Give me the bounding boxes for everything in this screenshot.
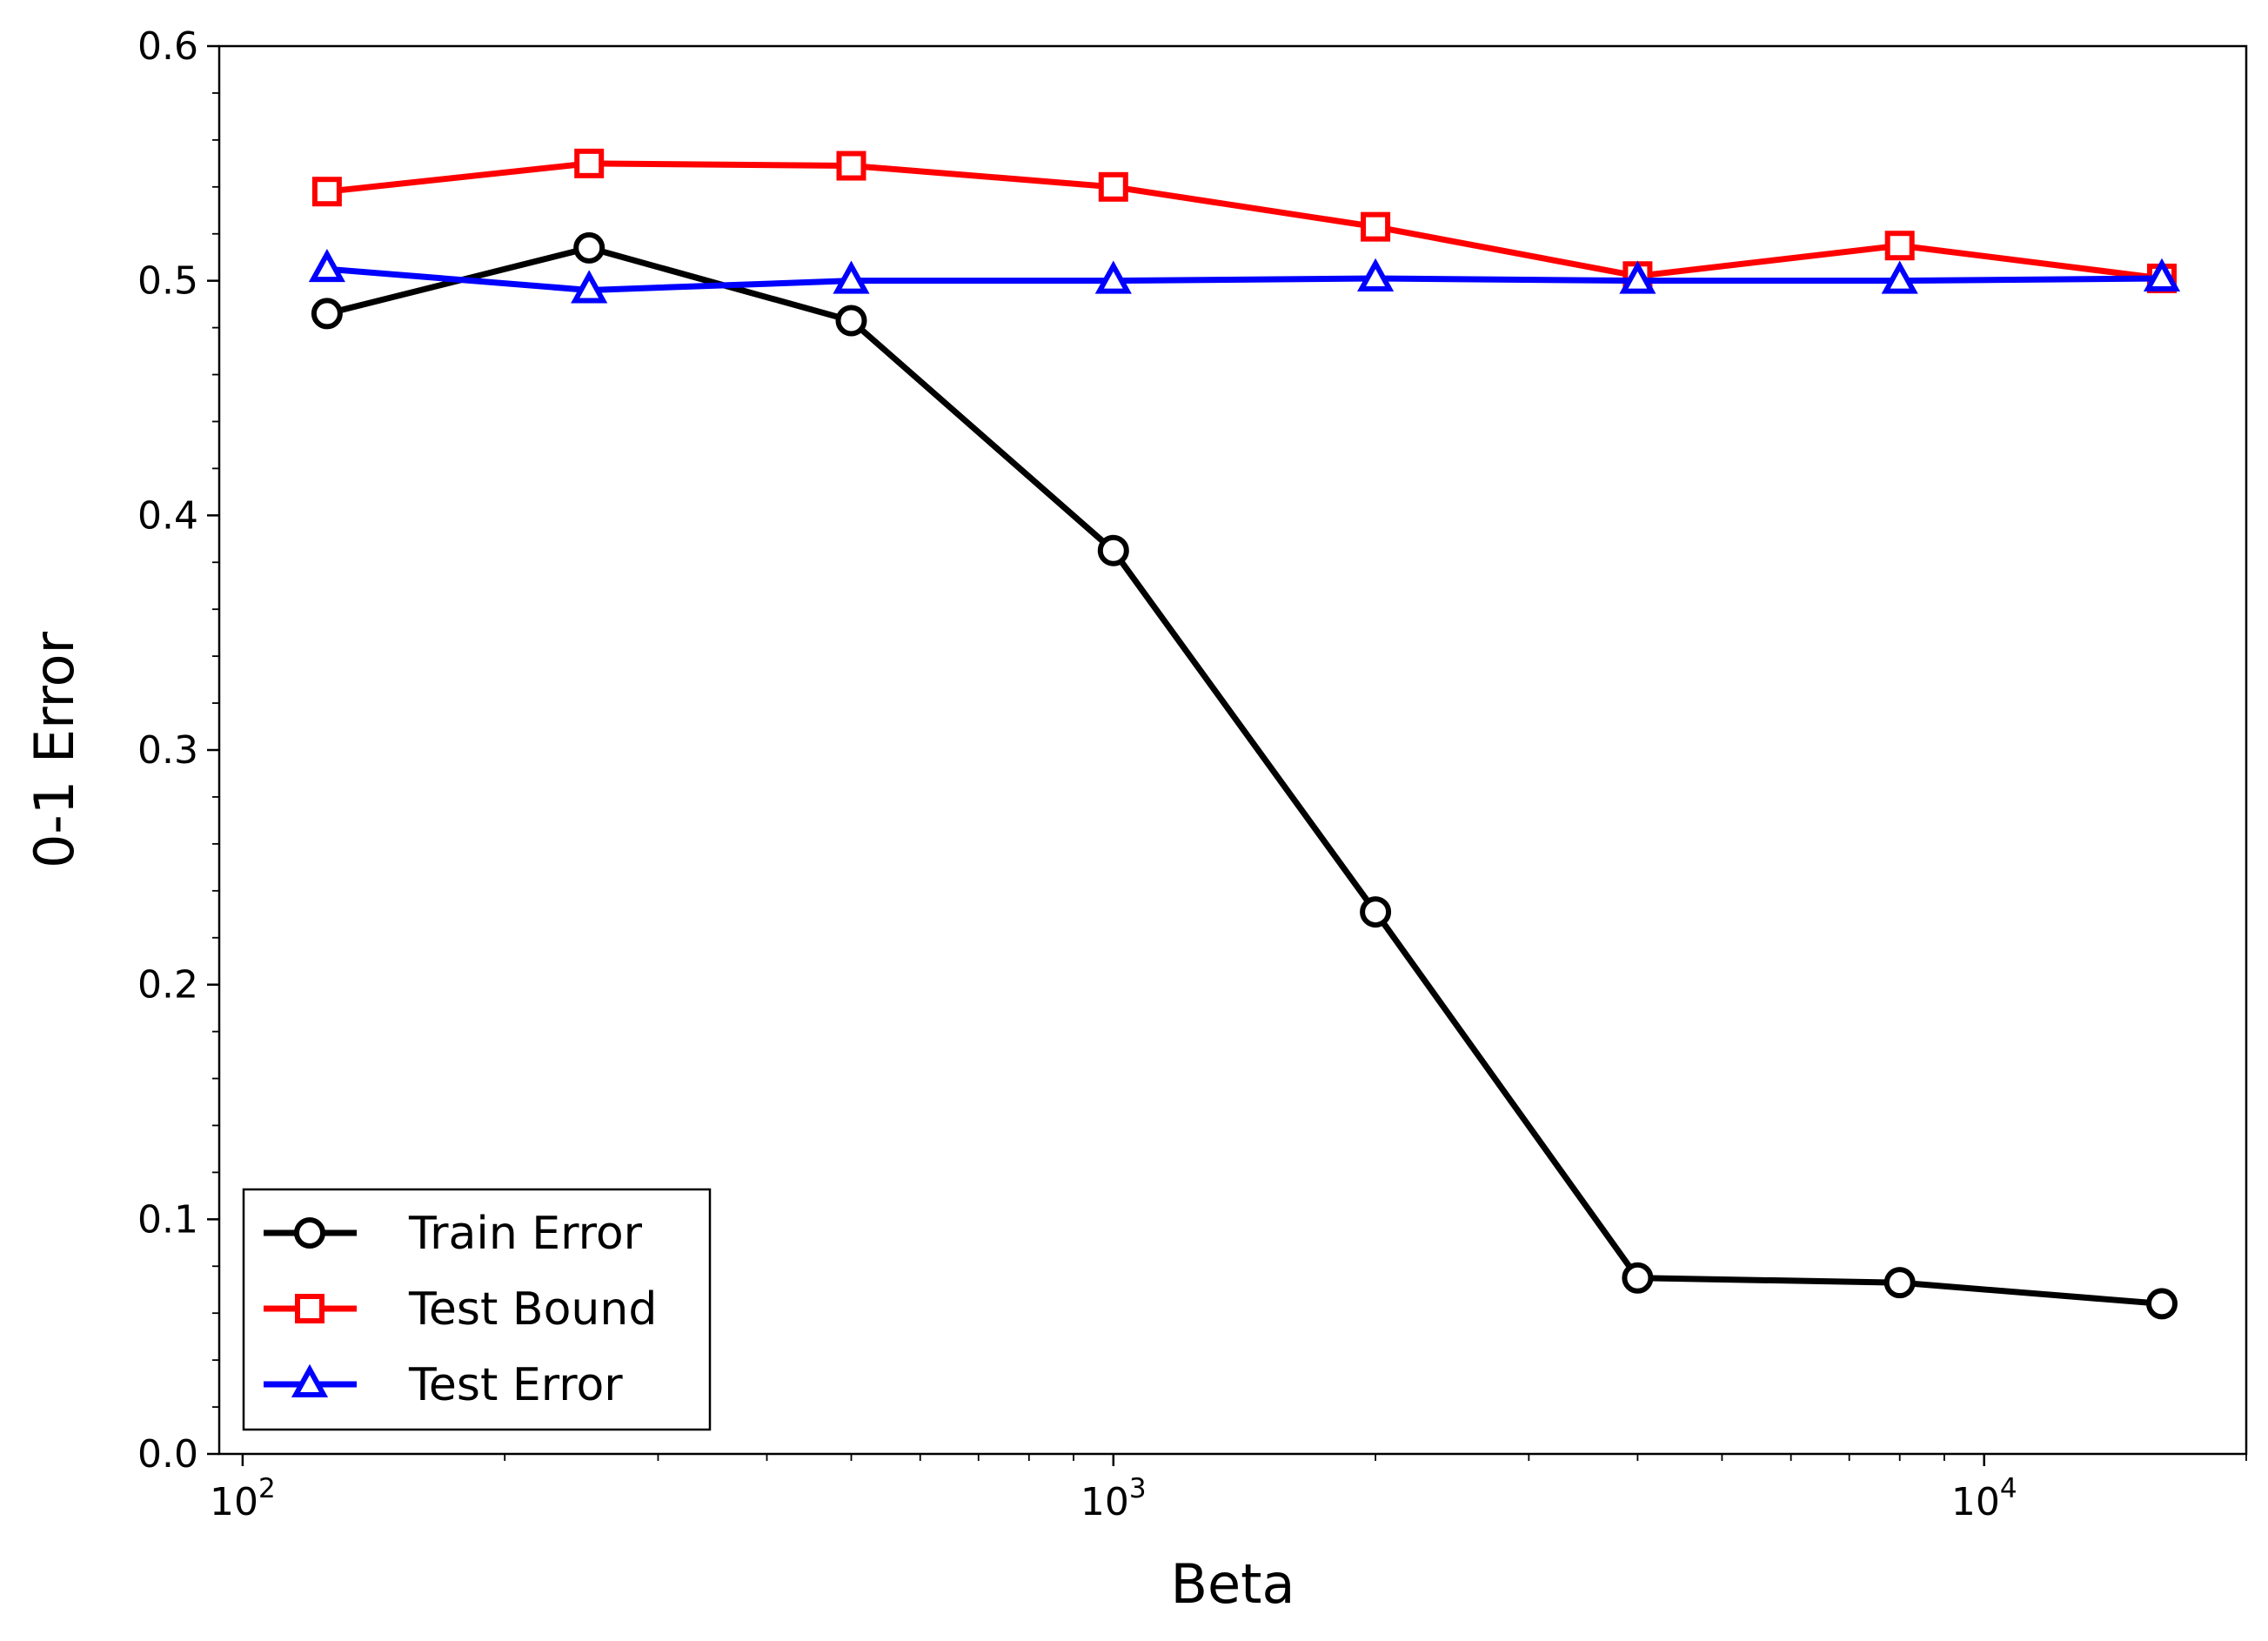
legend-marker (295, 1294, 324, 1323)
series-line (326, 265, 2163, 293)
data-point (836, 151, 866, 181)
data-point (1094, 260, 1132, 294)
data-point (1883, 1267, 1916, 1299)
legend-marker (291, 1363, 329, 1397)
series-line (326, 244, 2163, 1307)
legend-item: Train Error (264, 1208, 643, 1260)
data-point (1361, 211, 1391, 242)
x-axis-label: Beta (1171, 1552, 1295, 1616)
legend-label: Test Error (408, 1359, 623, 1411)
data-point (2143, 258, 2181, 291)
legend-item: Test Error (264, 1359, 623, 1411)
y-tick-label: 0.2 (137, 963, 198, 1008)
y-tick-label: 0.0 (137, 1432, 198, 1477)
y-axis-label: 0-1 Error (23, 631, 86, 868)
legend-label: Test Bound (408, 1283, 657, 1336)
legend-item: Test Bound (264, 1283, 657, 1336)
data-point (573, 231, 605, 264)
data-point (308, 248, 345, 283)
legend: Train Error Test Bound Test Error (242, 1188, 712, 1431)
x-tick-label: 102 (210, 1473, 276, 1524)
data-point (2146, 1288, 2178, 1320)
y-tick-label: 0.4 (137, 493, 198, 538)
data-point (1881, 260, 1918, 294)
y-tick-label: 0.5 (137, 259, 198, 304)
plot-series (308, 148, 2181, 1320)
data-point (311, 298, 343, 330)
data-point (1360, 896, 1392, 928)
data-point (835, 305, 867, 337)
data-point (311, 177, 342, 207)
data-point (1098, 171, 1128, 202)
legend-label: Train Error (408, 1208, 643, 1260)
data-point (1097, 534, 1129, 566)
series-test-error (308, 248, 2181, 304)
y-tick-label: 0.1 (137, 1197, 198, 1242)
y-tick-label: 0.3 (137, 728, 198, 773)
data-point (1357, 258, 1395, 291)
data-point (1619, 260, 1656, 294)
data-point (571, 270, 608, 304)
y-tick-label: 0.6 (137, 24, 198, 69)
data-point (833, 260, 870, 294)
x-tick-label: 103 (1080, 1473, 1147, 1524)
axes: 0.0 0.1 0.2 0.3 0.4 0.5 0.6 102 103 104 (137, 24, 2248, 1524)
legend-marker (294, 1217, 325, 1249)
data-point (1622, 1262, 1654, 1294)
x-tick-label: 104 (1951, 1473, 2017, 1524)
series-line (326, 160, 2163, 282)
series-train-error (311, 231, 2178, 1320)
data-point (1884, 231, 1915, 261)
data-point (574, 148, 605, 178)
